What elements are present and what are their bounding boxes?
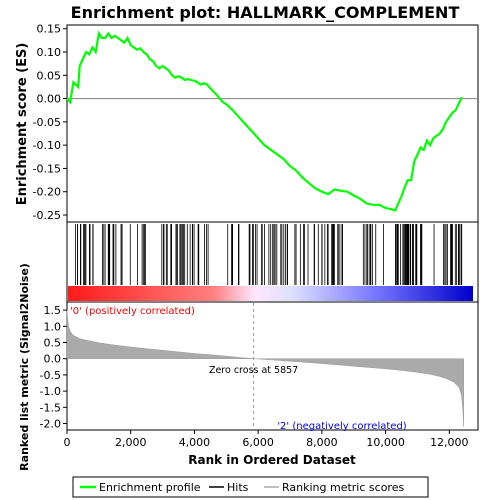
- legend: Enrichment profile Hits Ranking metric s…: [72, 476, 429, 498]
- x-tick-label: 2,000: [115, 436, 147, 449]
- metric-y-axis: 1.5 1.0 0.5 0.0 -0.5 -1.0 -1.5 -2.0: [40, 304, 67, 431]
- hits-panel: [66, 221, 479, 303]
- es-y-tick-label: -0.05: [33, 116, 61, 129]
- es-panel: 0.15 0.10 0.05 0.00 -0.05 -0.10 -0.15 -0.20 -0.2…: [33, 23, 479, 223]
- metric-y-tick-label: -2.0: [40, 418, 61, 431]
- legend-hits-label: Hits: [227, 481, 249, 494]
- positive-correlation-label: '0' (positively correlated): [70, 306, 195, 317]
- metric-y-axis-label: Ranked list metric (Signal2Noise): [18, 263, 31, 471]
- x-tick-label: 10,000: [366, 436, 405, 449]
- es-y-tick-label: -0.15: [33, 162, 61, 175]
- ranking-metric-area: [66, 310, 464, 427]
- metric-y-tick-label: 1.5: [44, 304, 62, 317]
- legend-metric-label: Ranking metric scores: [282, 481, 404, 494]
- x-tick-label: 4,000: [179, 436, 211, 449]
- legend-frame: [72, 476, 429, 498]
- metric-y-tick-label: 0.0: [44, 353, 62, 366]
- es-y-tick-label: -0.25: [33, 209, 61, 222]
- metric-panel: 1.5 1.0 0.5 0.0 -0.5 -1.0 -1.5 -2.0 '0' (positi…: [40, 301, 479, 432]
- x-tick-label: 0: [64, 436, 71, 449]
- x-axis: 0 2,000 4,000 6,000 8,000 10,000 12,000: [64, 430, 469, 449]
- es-y-axis: 0.15 0.10 0.05 0.00 -0.05 -0.10 -0.15 -0.20 -0.2…: [33, 23, 67, 222]
- zero-cross-label: Zero cross at 5857: [209, 365, 298, 376]
- enrichment-profile-line: [66, 30, 464, 212]
- es-y-axis-label: Enrichment score (ES): [15, 43, 30, 206]
- metric-y-tick-label: 0.5: [44, 337, 62, 350]
- metric-y-tick-label: -1.5: [40, 401, 61, 414]
- es-panel-frame: [66, 24, 479, 223]
- es-y-tick-label: 0.00: [37, 93, 62, 106]
- rank-color-band: [68, 286, 473, 301]
- x-tick-label: 12,000: [430, 436, 469, 449]
- es-y-tick-label: -0.10: [33, 139, 61, 152]
- es-y-tick-label: -0.20: [33, 186, 61, 199]
- metric-y-tick-label: -0.5: [40, 369, 61, 382]
- metric-y-tick-label: -1.0: [40, 385, 61, 398]
- legend-enrichment-label: Enrichment profile: [99, 481, 201, 494]
- metric-y-tick-label: 1.0: [44, 320, 62, 333]
- hit-lines: [75, 224, 463, 285]
- negative-correlation-label: '2' (negatively correlated): [277, 421, 406, 432]
- chart-title: Enrichment plot: HALLMARK_COMPLEMENT: [71, 3, 460, 22]
- es-y-tick-label: 0.05: [37, 69, 62, 82]
- es-y-tick-label: 0.15: [37, 23, 62, 36]
- x-tick-label: 6,000: [242, 436, 274, 449]
- es-y-tick-label: 0.10: [37, 46, 62, 59]
- x-axis-label: Rank in Ordered Dataset: [188, 453, 356, 467]
- x-tick-label: 8,000: [306, 436, 338, 449]
